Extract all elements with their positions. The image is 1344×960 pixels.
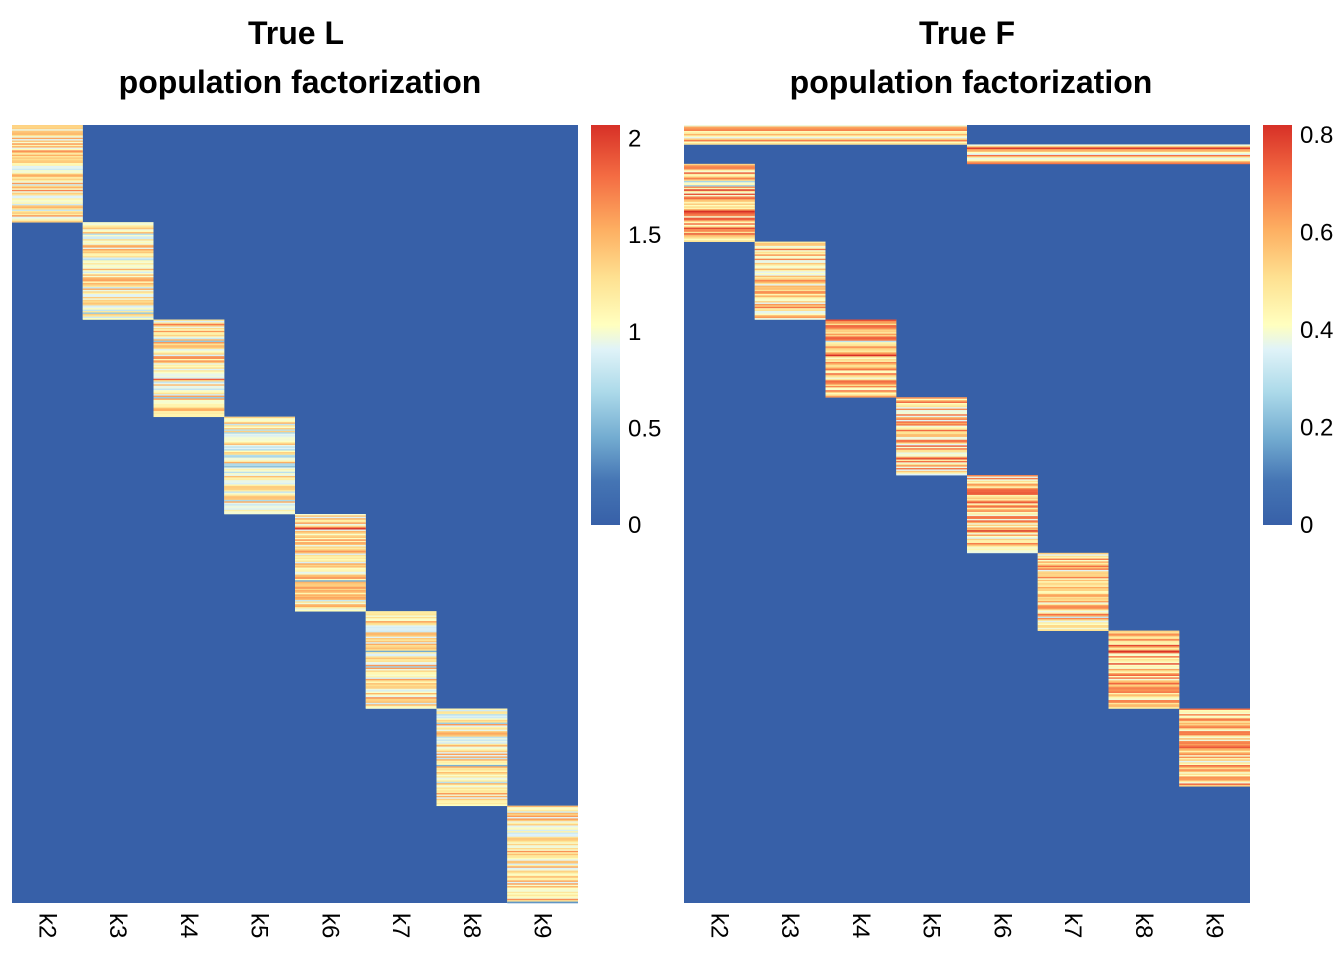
legend-tick-label: 0.4 — [1300, 317, 1333, 344]
color-legend: 0 0.2 0.4 0.6 0.8 — [1263, 122, 1333, 539]
heatmap-block-k2 — [684, 163, 755, 242]
x-tick-label: k9 — [1201, 913, 1228, 938]
heatmap-block-k6 — [967, 475, 1038, 554]
heatmap-block-k5 — [224, 416, 295, 515]
heatmap-block-k6 — [295, 514, 366, 612]
heatmap-block-k7 — [1037, 552, 1109, 631]
x-tick-label: k7 — [387, 913, 414, 938]
heatmap-block-k6 — [967, 144, 1250, 165]
x-tick-labels: k2 k3 k4 k5 k6 k7 k8 k9 — [33, 913, 555, 938]
x-tick-label: k2 — [705, 913, 732, 938]
heatmap-block-k3 — [82, 222, 154, 320]
heatmap-block-k9 — [507, 805, 578, 904]
panel-subtitle: population factorization — [119, 64, 482, 100]
legend-tick-label: 0.6 — [1300, 219, 1333, 246]
x-tick-label: k6 — [988, 913, 1015, 938]
x-tick-label: k6 — [316, 913, 343, 938]
heatmap-block-k9 — [1179, 708, 1250, 787]
panel-title: True F — [919, 15, 1015, 51]
heatmap-block-k4 — [153, 319, 225, 418]
heatmap-block-k3 — [754, 241, 826, 320]
x-tick-label: k5 — [918, 913, 945, 938]
heatmap-block-k2 — [12, 125, 83, 223]
panel-true-f: True F population factorization k2 k3 k4 k5… — [684, 15, 1333, 938]
x-tick-label: k8 — [1130, 913, 1157, 938]
panel-title: True L — [248, 15, 344, 51]
legend-colorbar — [591, 125, 620, 525]
legend-tick-label: 0 — [1300, 512, 1313, 539]
legend-colorbar — [1263, 125, 1292, 525]
color-legend: 0 0.5 1 1.5 2 — [591, 125, 661, 539]
x-tick-label: k4 — [847, 913, 874, 938]
heatmap-grid — [684, 125, 1250, 903]
x-tick-label: k4 — [175, 913, 202, 938]
x-tick-label: k3 — [104, 913, 131, 938]
legend-tick-label: 0.8 — [1300, 122, 1333, 149]
x-tick-label: k3 — [776, 913, 803, 938]
legend-tick-label: 2 — [628, 126, 641, 153]
heatmap-block-k5 — [896, 397, 967, 476]
x-tick-label: k7 — [1059, 913, 1086, 938]
x-tick-label: k5 — [246, 913, 273, 938]
heatmap-block-k8 — [436, 708, 508, 807]
x-tick-label: k9 — [529, 913, 556, 938]
legend-tick-label: 1.5 — [628, 222, 661, 249]
panel-true-l: True L population factorization k2 k3 k4 k5… — [12, 15, 661, 938]
legend-tick-label: 1 — [628, 319, 641, 346]
heatmap-grid — [12, 125, 578, 904]
legend-tick-label: 0.5 — [628, 415, 661, 442]
x-tick-label: k8 — [458, 913, 485, 938]
heatmap-block-k7 — [365, 611, 437, 709]
heatmap-block-k2 — [684, 125, 967, 145]
heatmap-block-k4 — [825, 319, 897, 398]
x-tick-label: k2 — [33, 913, 60, 938]
legend-tick-label: 0 — [628, 512, 641, 539]
legend-tick-label: 0.2 — [1300, 414, 1333, 441]
panel-subtitle: population factorization — [790, 64, 1153, 100]
x-tick-labels: k2 k3 k4 k5 k6 k7 k8 k9 — [705, 913, 1227, 938]
heatmap-block-k8 — [1108, 630, 1180, 709]
